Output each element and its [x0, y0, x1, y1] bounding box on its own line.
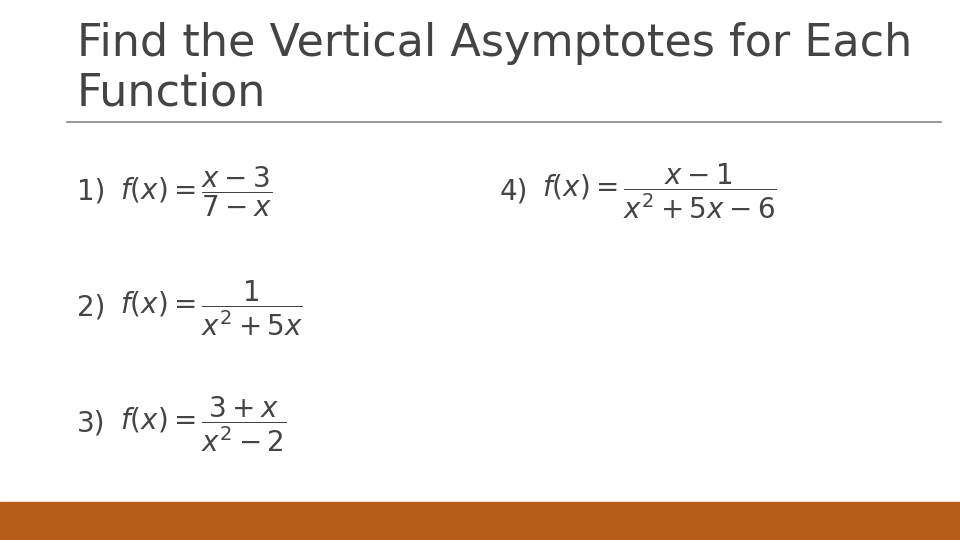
- Text: $f(x)=\dfrac{1}{x^2+5x}$: $f(x)=\dfrac{1}{x^2+5x}$: [120, 278, 303, 338]
- Text: $f(x)=\dfrac{x-1}{x^2+5x-6}$: $f(x)=\dfrac{x-1}{x^2+5x-6}$: [542, 162, 777, 221]
- Text: $f(x)=\dfrac{3+x}{x^2-2}$: $f(x)=\dfrac{3+x}{x^2-2}$: [120, 394, 286, 454]
- Text: 3): 3): [77, 410, 106, 438]
- Bar: [0, 502, 960, 540]
- Text: Find the Vertical Asymptotes for Each
Function: Find the Vertical Asymptotes for Each Fu…: [77, 22, 912, 114]
- Text: $f(x)=\dfrac{x-3}{7-x}$: $f(x)=\dfrac{x-3}{7-x}$: [120, 164, 273, 219]
- Text: 4): 4): [499, 178, 528, 206]
- Text: 1): 1): [77, 178, 106, 206]
- Text: 2): 2): [77, 294, 106, 322]
